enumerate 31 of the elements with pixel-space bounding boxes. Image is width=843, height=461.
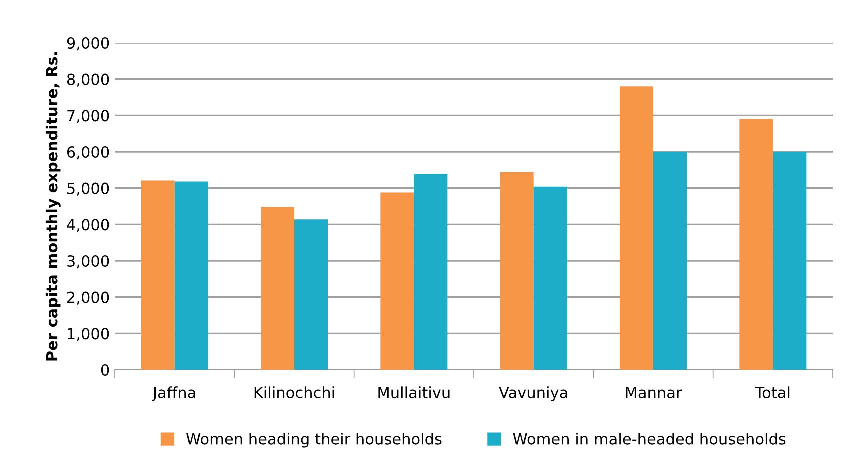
- y-tick-label: 9,000: [67, 37, 110, 51]
- legend-label: Women in male-headed households: [513, 433, 786, 445]
- y-tick-label: 4,000: [67, 219, 110, 232]
- x-tick-label: Jaffna: [152, 386, 196, 402]
- bar: [620, 86, 654, 370]
- bar: [740, 119, 774, 370]
- y-tick-label: 8,000: [67, 74, 110, 87]
- y-tick-label: 1,000: [68, 328, 110, 342]
- bar: [534, 186, 568, 370]
- x-tick-label: Mannar: [626, 387, 682, 398]
- y-axis-title: Per capita monthly expenditure, Rs.: [46, 52, 61, 361]
- bar: [260, 207, 294, 370]
- bar: [294, 220, 328, 370]
- bar: [500, 172, 534, 370]
- y-tick-label: 6,000: [67, 146, 110, 160]
- legend-label: Women heading their households: [186, 433, 442, 448]
- y-tick-label: 0: [101, 364, 110, 376]
- x-tick-label: Kilinochchi: [254, 386, 334, 398]
- bar: [414, 174, 448, 370]
- x-tick-label: Mullaitivu: [378, 386, 450, 398]
- bar: [174, 182, 208, 370]
- y-tick-label: 7,000: [68, 110, 110, 124]
- y-tick-label: 2,000: [68, 292, 110, 305]
- bar: [654, 152, 688, 370]
- bar: [141, 180, 175, 370]
- x-tick-label: Total: [755, 386, 790, 398]
- bar: [773, 152, 807, 370]
- bar: [380, 192, 414, 370]
- y-tick-label: 3,000: [68, 255, 110, 269]
- y-tick-label: 5,000: [68, 182, 110, 196]
- x-tick-label: Vavuniya: [499, 386, 568, 402]
